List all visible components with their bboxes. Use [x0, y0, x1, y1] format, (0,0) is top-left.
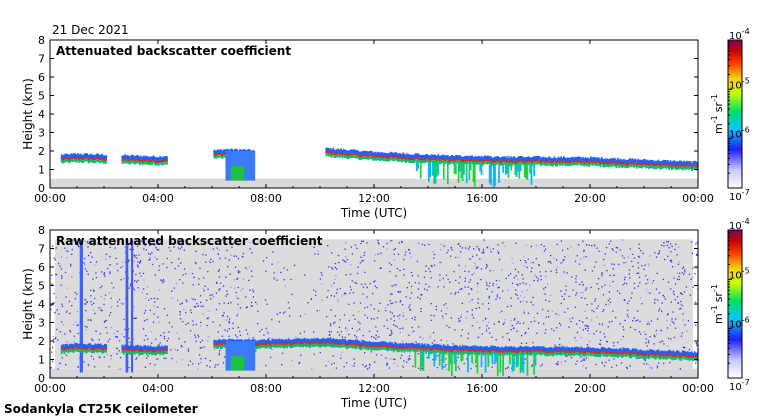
x-axis-label: Time (UTC) [340, 396, 407, 410]
colorbar-unit: m-1sr-1 [710, 94, 725, 134]
x-axis-ticks: 00:00 04:00 08:00 12:00 16:00 20:00 00:00 [34, 230, 714, 395]
colorbar: 10-710-610-510-4 m-1sr-1 [710, 27, 750, 203]
colorbar-tick-label: 10-7 [729, 188, 750, 203]
y-tick-label: 7 [38, 53, 45, 66]
y-tick-label: 2 [38, 335, 45, 348]
y-tick-label: 8 [38, 224, 45, 237]
x-axis-ticks: 00:00 04:00 08:00 12:00 16:00 20:00 00:00 [34, 40, 714, 205]
y-tick-label: 3 [38, 317, 45, 330]
unit-base-m: m [712, 313, 725, 324]
cloud-layer [60, 337, 699, 377]
unit-exp-m: -1 [710, 305, 719, 313]
panel-raw-attenuated-backscatter: Raw attenuated backscatter coefficient 0… [21, 217, 750, 410]
x-tick-label: 16:00 [466, 192, 498, 205]
unit-base-sr: sr [712, 102, 725, 113]
y-tick-label: 1 [38, 164, 45, 177]
y-tick-label: 8 [38, 34, 45, 47]
y-tick-label: 6 [38, 71, 45, 84]
noise-streak [79, 239, 83, 373]
y-tick-label: 5 [38, 280, 45, 293]
colorbar-ticks: 10-7 10-6 10-5 10-4 [728, 217, 750, 393]
y-tick-label: 5 [38, 90, 45, 103]
x-tick-label: 00:00 [34, 192, 66, 205]
x-axis-label: Time (UTC) [340, 206, 407, 220]
y-axis-ticks: 0 1 2 3 4 5 6 7 8 [38, 224, 698, 385]
colorbar-tick-label: 10-6 [729, 126, 750, 141]
x-tick-label: 20:00 [574, 382, 606, 395]
y-tick-label: 4 [38, 108, 45, 121]
colorbar-tick-label: 10-7 [729, 378, 750, 393]
x-tick-label: 00:00 [682, 192, 714, 205]
colorbar-gradient [727, 229, 743, 379]
y-axis-ticks: 0 1 2 3 4 5 6 7 8 [38, 34, 698, 195]
unit-exp-m: -1 [710, 115, 719, 123]
colorbar-gradient [727, 39, 743, 189]
x-tick-label: 00:00 [34, 382, 66, 395]
colorbar-tick-label: 10-5 [729, 266, 750, 281]
colorbar: 10-710-610-510-4 m-1sr-1 [710, 217, 750, 393]
surface-layer [50, 368, 698, 378]
colorbar-unit: m-1sr-1 [710, 284, 725, 324]
noise-streak [131, 239, 134, 373]
unit-exp-sr: -1 [710, 94, 719, 102]
panel-title: Attenuated backscatter coefficient [56, 44, 291, 58]
y-tick-label: 1 [38, 354, 45, 367]
y-tick-label: 0 [38, 372, 45, 385]
colorbar-ticks: 10-7 10-6 10-5 10-4 [728, 27, 750, 203]
x-tick-label: 12:00 [358, 382, 390, 395]
y-tick-label: 3 [38, 127, 45, 140]
colorbar-tick-label: 10-4 [729, 217, 750, 232]
unit-base-sr: sr [712, 292, 725, 303]
date-label: 21 Dec 2021 [52, 23, 129, 37]
colorbar-tick-label: 10-5 [729, 76, 750, 91]
y-axis-label: Height (km) [21, 78, 35, 149]
y-tick-label: 4 [38, 298, 45, 311]
panel-attenuated-backscatter: Attenuated backscatter coefficient 00:00… [21, 27, 750, 220]
colorbar-tick-label: 10-4 [729, 27, 750, 42]
raw-backscatter-plot-area [50, 239, 700, 378]
surface-layer [50, 178, 698, 188]
x-tick-label: 04:00 [142, 192, 174, 205]
x-tick-label: 00:00 [682, 382, 714, 395]
panel-title: Raw attenuated backscatter coefficient [56, 234, 323, 248]
x-tick-label: 04:00 [142, 382, 174, 395]
y-tick-label: 6 [38, 261, 45, 274]
y-tick-label: 2 [38, 145, 45, 158]
unit-base-m: m [712, 123, 725, 134]
x-tick-label: 12:00 [358, 192, 390, 205]
instrument-label: Sodankyla CT25K ceilometer [4, 402, 198, 416]
noise-streak [125, 239, 129, 373]
colorbar-tick-label: 10-6 [729, 316, 750, 331]
unit-exp-sr: -1 [710, 284, 719, 292]
x-tick-label: 08:00 [250, 192, 282, 205]
x-tick-label: 08:00 [250, 382, 282, 395]
cloud-layer [60, 147, 699, 188]
x-tick-label: 16:00 [466, 382, 498, 395]
x-tick-label: 20:00 [574, 192, 606, 205]
backscatter-plot-area [50, 147, 699, 188]
y-tick-label: 7 [38, 243, 45, 256]
y-tick-label: 0 [38, 182, 45, 195]
y-axis-label: Height (km) [21, 268, 35, 339]
